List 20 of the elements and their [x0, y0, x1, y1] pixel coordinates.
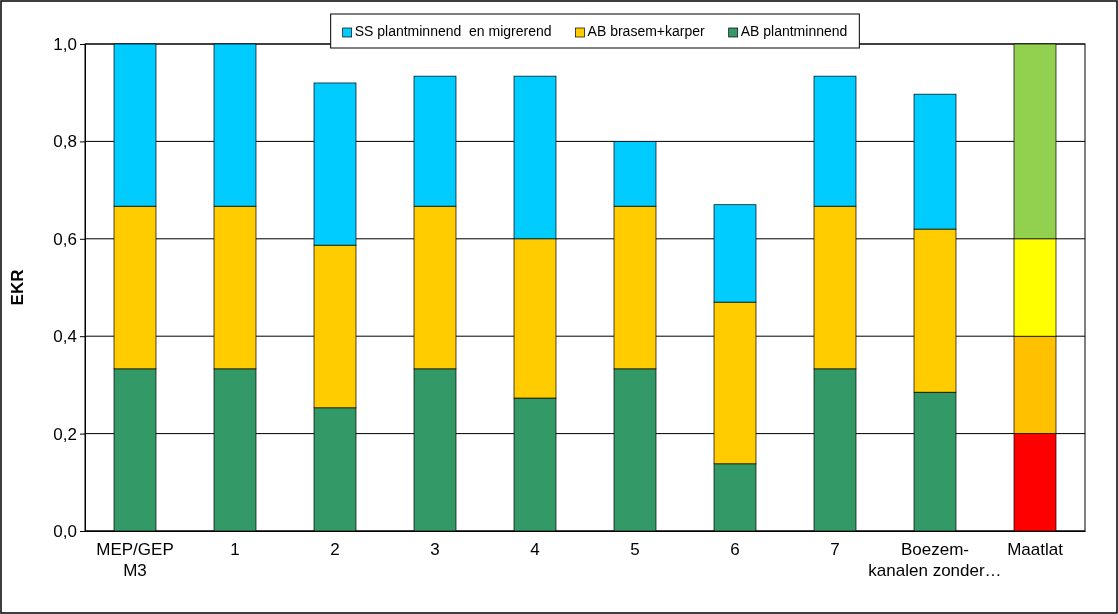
y-tick-label: 1,0 [53, 34, 77, 54]
y-tick-label: 0,0 [53, 521, 77, 541]
x-tick-label: 4 [530, 540, 540, 559]
legend-label: AB brasem+karper [587, 23, 706, 39]
x-tick-label: MEP/GEP M3 [96, 540, 174, 580]
y-tick-label: 0,2 [53, 424, 77, 444]
x-tick-label: 1 [230, 540, 240, 559]
x-tick-label: 2 [330, 540, 340, 559]
x-tick-label: 5 [630, 540, 640, 559]
legend-label: AB plantminnend [740, 23, 848, 39]
y-axis-title: EKR [8, 269, 27, 306]
x-tick-label: 7 [830, 540, 840, 559]
y-tick-label: 0,8 [53, 132, 77, 152]
legend-label: SS plantminnend en migrerend [354, 23, 552, 39]
y-tick-label: 0,4 [53, 327, 77, 347]
x-tick-label: 6 [730, 540, 740, 559]
y-tick-label: 0,6 [53, 229, 77, 249]
x-tick-label: Maatlat [1007, 540, 1064, 559]
x-tick-label: Boezem-kanalen zonder… [868, 540, 1002, 580]
x-tick-label: 3 [430, 540, 440, 559]
